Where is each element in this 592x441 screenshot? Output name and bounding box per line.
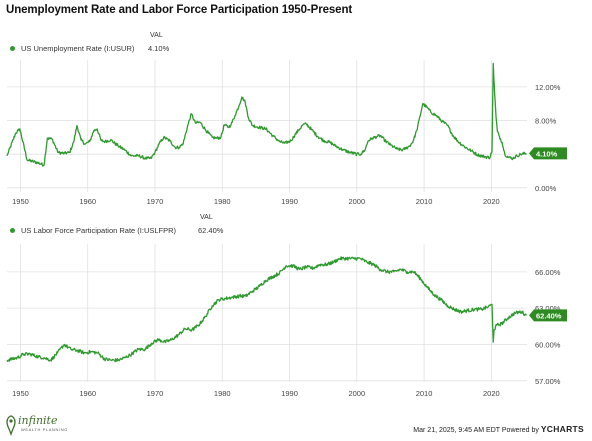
logo-subtitle: WEALTH PLANNING xyxy=(21,427,68,432)
x-tick-label: 1990 xyxy=(281,389,298,398)
x-tick-label: 1950 xyxy=(12,197,29,206)
x-tick-label: 2010 xyxy=(416,389,433,398)
legend-unemployment: VAL US Unemployment Rate (I:USUR) 4.10% xyxy=(10,32,310,58)
legend-series-value: 4.10% xyxy=(148,44,170,53)
legend-participation: VAL US Labor Force Participation Rate (I… xyxy=(10,214,310,240)
legend-val-header: VAL xyxy=(150,32,163,39)
x-tick-label: 1970 xyxy=(147,389,164,398)
x-tick-label: 1960 xyxy=(79,389,96,398)
legend-series-name: US Unemployment Rate (I:USUR) xyxy=(21,44,135,53)
series-line xyxy=(6,62,527,167)
logo-name: infinite xyxy=(18,414,58,427)
x-tick-label: 2000 xyxy=(348,197,365,206)
participation-chart: 57.00% 60.00% 63.00% 66.00% 1950 1960 1970 1980… xyxy=(6,244,567,398)
ycharts-brand: YCHARTS xyxy=(540,424,584,434)
x-tick-label: 1980 xyxy=(214,389,231,398)
footer: Mar 21, 2025, 9:45 AM EDT Powered by YCH… xyxy=(413,424,584,434)
badge-label: 62.40% xyxy=(536,311,562,320)
y-tick-label: 63.00% xyxy=(535,304,561,313)
badge-shape xyxy=(529,309,567,322)
x-tick-label: 1950 xyxy=(12,389,29,398)
footer-timestamp: Mar 21, 2025, 9:45 AM EDT Powered by xyxy=(413,427,539,434)
legend-series-value: 62.40% xyxy=(198,226,224,235)
y-tick-label: 8.00% xyxy=(535,117,557,126)
infinite-logo: infinite WEALTH PLANNING xyxy=(4,414,84,437)
y-tick-label: 0.00% xyxy=(535,184,557,193)
last-value-badge: 62.40% xyxy=(529,309,567,322)
y-tick-label: 12.00% xyxy=(535,83,561,92)
x-tick-label: 2010 xyxy=(416,197,433,206)
last-value-badge: 4.10% xyxy=(529,147,567,160)
legend-dot-icon xyxy=(10,227,15,233)
logo-mark-icon xyxy=(6,415,16,437)
x-tick-label: 1960 xyxy=(79,197,96,206)
y-tick-label: 60.00% xyxy=(535,340,561,349)
x-tick-label: 2020 xyxy=(483,389,500,398)
legend-dot-icon xyxy=(10,45,15,51)
x-tick-label: 1990 xyxy=(281,197,298,206)
y-tick-label: 57.00% xyxy=(535,377,561,386)
x-tick-label: 2020 xyxy=(483,197,500,206)
chart-title: Unemployment Rate and Labor Force Partic… xyxy=(6,4,353,16)
legend-val-header: VAL xyxy=(200,214,213,221)
unemployment-chart: 0.00%4.00%8.00%12.00%1950196019701980199… xyxy=(6,60,567,206)
x-tick-label: 1980 xyxy=(214,197,231,206)
x-tick-label: 2000 xyxy=(348,389,365,398)
x-tick-label: 1970 xyxy=(147,197,164,206)
y-tick-label: 66.00% xyxy=(535,268,561,277)
series-line xyxy=(6,256,527,363)
legend-series-name: US Labor Force Participation Rate (I:USL… xyxy=(21,226,177,235)
badge-shape xyxy=(529,147,567,160)
badge-label: 4.10% xyxy=(536,149,558,158)
